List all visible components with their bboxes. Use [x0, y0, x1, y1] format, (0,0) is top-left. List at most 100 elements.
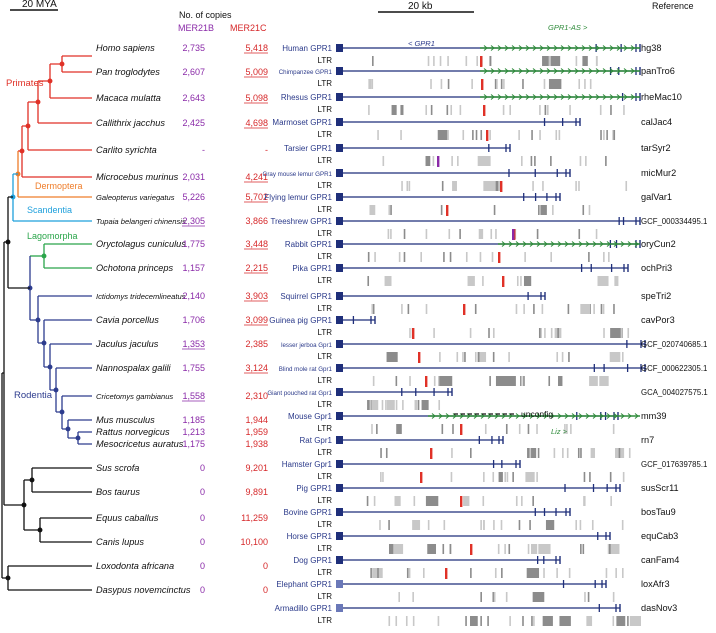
ltr-repeat — [546, 105, 549, 115]
ltr-repeat — [550, 252, 553, 262]
transcript-arrow — [609, 45, 614, 51]
ltr-label: LTR — [317, 181, 332, 190]
ltr-repeat — [368, 79, 370, 89]
genome-reference: micMur2 — [641, 168, 676, 178]
ltr-repeat — [520, 276, 522, 286]
gene-start-box — [336, 93, 343, 101]
ltr-repeat — [441, 424, 444, 434]
ltr-repeat — [583, 472, 586, 482]
species-row: Cavia porcellus 1,706 3,099 Guinea pig GPR1… — [96, 315, 675, 339]
ltr-repeat — [465, 56, 468, 66]
transcript-arrow — [581, 45, 586, 51]
mer21c-ltr-mark — [483, 105, 486, 116]
ltr-repeat — [492, 592, 495, 602]
ltr-repeat — [550, 56, 561, 66]
ltr-repeat — [613, 130, 616, 140]
mer21c-count: 9,891 — [245, 487, 268, 497]
mer21c-ltr-mark — [418, 352, 421, 363]
ltr-repeat — [580, 304, 591, 314]
transcript-arrow — [546, 45, 551, 51]
transcript-arrow — [532, 94, 537, 100]
ltr-repeat — [540, 328, 542, 338]
ltr-repeat — [506, 472, 509, 482]
transcript-arrow — [553, 68, 558, 74]
species-name: Mus musculus — [96, 415, 155, 425]
ltr-repeat — [374, 252, 376, 262]
ltr-repeat — [593, 304, 595, 314]
mer21b-count: - — [202, 145, 205, 155]
locus-annotations: GPR1-AS > < GPR1 Liz > unconfig — [408, 23, 588, 436]
ltr-repeat — [390, 205, 392, 215]
gene-label: Giant pouched rat Gpr1 — [267, 390, 332, 397]
ltr-repeat — [471, 79, 473, 89]
ltr-repeat — [433, 376, 436, 386]
species-name: Homo sapiens — [96, 43, 155, 53]
transcript-arrow — [518, 94, 523, 100]
transcript-arrow — [630, 45, 635, 51]
mer21b-count: 0 — [200, 537, 205, 547]
ltr-repeat — [512, 472, 514, 482]
ltr-repeat — [381, 400, 384, 410]
mer21c-ltr-mark — [445, 568, 448, 579]
mer21b-count: 1,175 — [182, 439, 205, 449]
ltr-repeat — [432, 156, 435, 166]
ltr-repeat — [569, 105, 571, 115]
ltr-repeat — [493, 520, 495, 530]
ltr-label: LTR — [317, 376, 332, 385]
gene-start-box — [336, 364, 343, 372]
genome-reference: rheMac10 — [641, 92, 682, 102]
rodentia-branches — [27, 256, 92, 445]
genome-reference: GCF_000622305.1 — [641, 364, 707, 373]
ltr-repeat — [372, 376, 375, 386]
ltr-repeat — [456, 352, 459, 362]
mer21c-count: 1,944 — [245, 415, 268, 425]
ltr-repeat — [603, 130, 605, 140]
transcript-arrow — [497, 68, 502, 74]
transcript-arrow — [557, 413, 562, 419]
ltr-repeat — [493, 205, 496, 215]
ltr-repeat — [526, 568, 540, 578]
transcript-arrow — [571, 413, 576, 419]
transcript-arrow — [532, 68, 537, 74]
ltr-repeat — [367, 400, 376, 410]
ltr-repeat — [623, 105, 625, 115]
ltr-repeat — [621, 352, 624, 362]
species-row: Mesocricetus auratus 1,175 1,938 Hamster Gp… — [96, 439, 707, 483]
mer21b-count: 1,706 — [182, 315, 205, 325]
gene-label: Horse GPR1 — [287, 532, 333, 541]
species-row: Canis lupus 0 10,100 Dog GPR1 LTR canFam4 — [96, 537, 679, 579]
ltr-repeat — [425, 156, 431, 166]
genome-reference: hg38 — [641, 43, 661, 53]
mer21c-ltr-mark — [463, 304, 466, 315]
transcript-arrow — [595, 45, 600, 51]
ltr-repeat — [474, 352, 477, 362]
ltr-repeat — [518, 520, 521, 530]
mer21c-count: 4,698 — [245, 118, 268, 128]
species-name: Tupaia belangeri chinensis — [96, 217, 186, 226]
ltr-repeat — [425, 496, 439, 506]
ltr-repeat — [450, 105, 453, 115]
genome-reference: mm39 — [641, 411, 667, 421]
transcript-arrow — [515, 413, 520, 419]
ltr-repeat — [600, 130, 602, 140]
ltr-repeat — [377, 130, 379, 140]
figure-header: 20 MYA No. of copies MER21B MER21C 20 kb… — [10, 0, 694, 33]
transcript-arrow — [567, 68, 572, 74]
ltr-repeat — [518, 130, 520, 140]
gene-label: Mouse Gpr1 — [288, 412, 333, 421]
ltr-repeat — [482, 496, 485, 506]
ltr-repeat — [500, 79, 503, 89]
phylogenetic-tree — [1, 55, 92, 591]
ltr-repeat — [509, 105, 511, 115]
ltr-repeat — [442, 544, 445, 554]
gpr1-reverse-label: < GPR1 — [408, 39, 435, 48]
mer21c-count: 1,938 — [245, 439, 268, 449]
ltr-repeat — [494, 79, 497, 89]
ltr-repeat — [612, 616, 615, 626]
gene-start-box — [336, 412, 343, 420]
ltr-repeat — [531, 544, 538, 554]
transcript-arrow — [483, 45, 488, 51]
transcript-arrow — [532, 45, 537, 51]
transcript-arrow — [546, 68, 551, 74]
